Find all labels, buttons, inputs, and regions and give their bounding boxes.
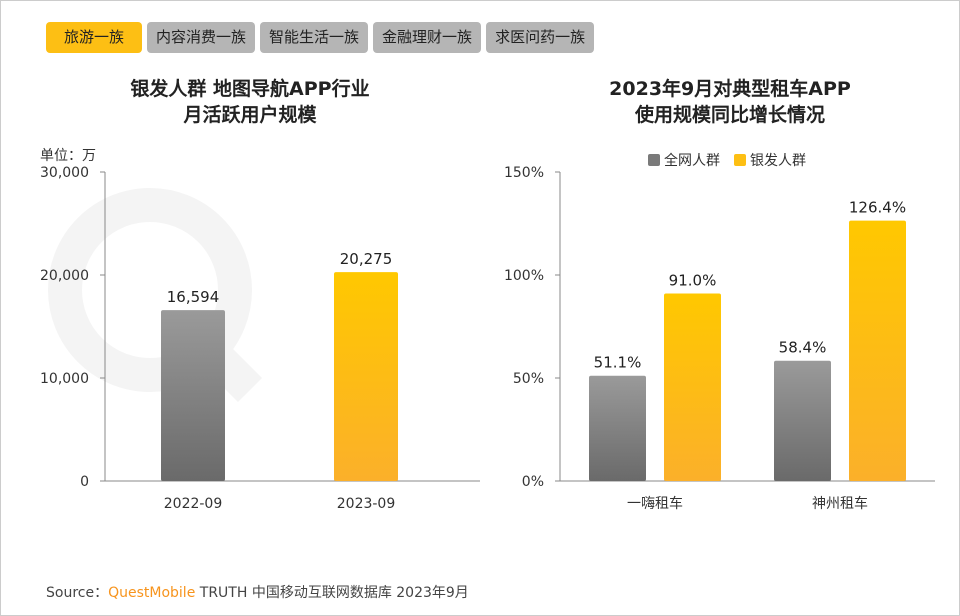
tab-content-consumption[interactable]: 内容消费一族 (147, 22, 256, 53)
bar-value-label: 126.4% (849, 199, 906, 217)
left-y-tick-label: 0 (80, 474, 89, 490)
bar-2022-09 (161, 310, 225, 481)
source-brand: QuestMobile (108, 585, 196, 601)
bar-value-label: 51.1% (594, 354, 642, 372)
tab-finance[interactable]: 金融理财一族 (373, 22, 482, 53)
bar-2023-09 (334, 272, 398, 481)
tab-travel[interactable]: 旅游一族 (46, 22, 143, 53)
right-y-tick-label: 50% (513, 371, 544, 387)
bar-value-label: 16,594 (167, 288, 220, 306)
left-chart-title: 银发人群 地图导航APP行业 月活跃用户规模 (60, 76, 440, 128)
legend-swatch-gray (648, 154, 660, 166)
bar-神州租车-全网人群 (774, 360, 831, 481)
left-y-tick-label: 10,000 (40, 371, 89, 387)
bar-value-label: 58.4% (779, 339, 827, 357)
unit-label: 单位：万 (40, 148, 96, 164)
left-title-line2: 月活跃用户规模 (183, 104, 317, 126)
legend-label: 全网人群 (664, 153, 720, 169)
left-y-tick-label: 20,000 (40, 268, 89, 284)
watermark-ring-icon (48, 188, 252, 392)
right-y-tick-label: 150% (504, 165, 544, 181)
x-tick-label: 神州租车 (812, 495, 868, 512)
bar-一嗨租车-银发人群 (664, 293, 721, 481)
category-tabs: 旅游一族 内容消费一族 智能生活一族 金融理财一族 求医问药一族 (46, 22, 595, 53)
source-text: TRUTH 中国移动互联网数据库 2023年9月 (195, 585, 469, 601)
legend: 全网人群 银发人群 (648, 150, 806, 170)
tab-medical[interactable]: 求医问药一族 (486, 22, 595, 53)
x-tick-label: 一嗨租车 (627, 495, 683, 512)
right-title-line1: 2023年9月对典型租车APP (609, 78, 851, 100)
right-y-tick-label: 0% (522, 474, 544, 490)
x-tick-label: 2023-09 (337, 496, 396, 512)
tab-smart-life[interactable]: 智能生活一族 (260, 22, 369, 53)
legend-item-silver: 银发人群 (734, 150, 806, 170)
right-chart-title: 2023年9月对典型租车APP 使用规模同比增长情况 (540, 76, 920, 128)
bar-神州租车-银发人群 (849, 220, 906, 481)
bar-一嗨租车-全网人群 (589, 375, 646, 481)
bar-value-label: 91.0% (669, 272, 717, 290)
left-title-line1: 银发人群 地图导航APP行业 (130, 78, 370, 100)
x-tick-label: 2022-09 (164, 496, 223, 512)
legend-item-all: 全网人群 (648, 150, 720, 170)
right-y-tick-label: 100% (504, 268, 544, 284)
left-y-tick-label: 30,000 (40, 165, 89, 181)
legend-swatch-yellow (734, 154, 746, 166)
source-prefix: Source： (46, 585, 109, 601)
right-title-line2: 使用规模同比增长情况 (634, 104, 825, 126)
source-note: Source：QuestMobile TRUTH 中国移动互联网数据库 2023… (46, 582, 469, 602)
legend-label: 银发人群 (750, 153, 806, 169)
bar-value-label: 20,275 (340, 250, 393, 268)
